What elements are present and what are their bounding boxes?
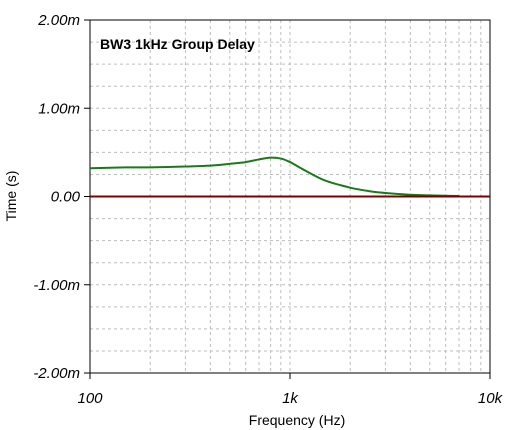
y-axis-label: Time (s)	[3, 171, 19, 222]
series-layer	[89, 156, 490, 198]
x-tick-label: 100	[77, 390, 103, 407]
x-axis-label: Frequency (Hz)	[249, 412, 345, 428]
x-tick-label: 1k	[282, 390, 299, 407]
x-axis: 100 1k 10k	[77, 373, 504, 407]
y-tick-label: 0.00	[51, 189, 81, 206]
x-tick-label: 10k	[478, 390, 504, 407]
y-axis: 2.00m 1.00m 0.00 -1.00m -2.00m	[33, 12, 90, 382]
y-tick-label: -1.00m	[33, 277, 80, 294]
y-tick-label: 2.00m	[37, 12, 80, 29]
y-tick-label: -2.00m	[33, 365, 80, 382]
y-tick-label: 1.00m	[38, 100, 80, 117]
chart-title: BW3 1kHz Group Delay	[100, 36, 255, 52]
group-delay-line	[89, 156, 460, 198]
